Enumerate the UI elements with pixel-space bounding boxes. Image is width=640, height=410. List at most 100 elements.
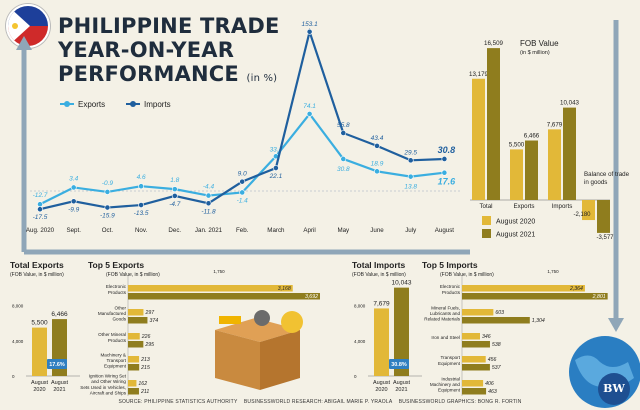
total-imports-x-tick-month: August (373, 380, 391, 386)
fob-bar-exports (525, 140, 538, 200)
total-exports-bar-value: 6,466 (51, 311, 68, 318)
top5-imports-subtitle: (FOB Value, in $ million) (440, 272, 494, 278)
top5-imports-bar (462, 333, 480, 340)
x-tick-label: August (435, 227, 455, 234)
top5-exports-bar-value: 211 (140, 389, 149, 395)
fob-chart-subtitle: (in $ million) (520, 50, 550, 56)
cargo-box-illustration (215, 310, 303, 390)
total-exports-growth-badge (47, 359, 67, 369)
data-point-exports (37, 201, 43, 208)
data-point-exports (138, 183, 144, 190)
top5-imports-bar (462, 380, 484, 387)
excavator-icon (219, 316, 241, 324)
top5-exports-category-label: Manufactured (98, 311, 127, 316)
x-tick-label: Feb. (236, 227, 249, 234)
x-tick-label: Nov. (135, 227, 148, 234)
top5-imports-bar (462, 309, 494, 316)
data-label-exports: 1.8 (170, 177, 179, 184)
top5-imports-category-label: Equipment (438, 388, 461, 393)
data-point-imports (171, 192, 178, 199)
data-label-exports: 17.6 (438, 177, 457, 187)
total-imports-y-tick: 8,000 (354, 304, 366, 309)
top5-exports-title: Top 5 Exports (88, 260, 144, 270)
balance-bar (597, 200, 610, 233)
fob-bar-value-label: 16,509 (484, 40, 503, 47)
legend-marker-imports (130, 101, 136, 107)
top5-imports-bar-value: 603 (495, 310, 504, 316)
legend-marker-exports (64, 101, 70, 107)
data-label-exports: 4.6 (137, 174, 146, 181)
top5-exports-bar-value: 215 (140, 365, 150, 371)
top5-imports-bar-value: 463 (488, 389, 497, 395)
top5-exports-axis-tick: 1,750 (213, 269, 225, 274)
data-label-imports: 9.0 (238, 171, 247, 178)
top5-imports-category-label: Machinery and (430, 382, 461, 387)
data-point-imports (239, 178, 246, 185)
top5-imports-category-label: Electronic (440, 284, 461, 289)
top5-exports-category-label: Goods (112, 317, 126, 322)
fob-bar-value-label: 13,179 (469, 71, 488, 78)
data-point-imports (37, 206, 43, 213)
top5-imports-category-label: Equipment (438, 361, 461, 366)
fob-bar-value-label: 5,500 (509, 141, 525, 148)
top5-exports-bar (128, 388, 139, 395)
businessworld-logo: BW (598, 373, 630, 405)
data-point-exports (239, 189, 246, 196)
total-imports-bar-value: 10,043 (392, 280, 412, 287)
data-label-exports: -4.4 (203, 184, 215, 191)
top5-imports-category-label: Iron and Steel (431, 335, 460, 340)
total-imports-bar-value: 7,679 (373, 300, 390, 307)
graphics-credit: BUSINESSWORLD GRAPHICS: BONG R. FORTIN (398, 399, 522, 405)
total-exports-subtitle: (FOB Value, in $ million) (10, 272, 64, 278)
top5-imports-bar-value: 406 (485, 381, 494, 387)
data-label-exports: -0.9 (102, 180, 114, 187)
down-arrow-icon (608, 318, 624, 332)
top5-exports-bar (128, 364, 140, 371)
x-tick-label: April (303, 227, 315, 234)
total-exports-x-tick-month: August (51, 380, 69, 386)
top5-imports-bar (462, 293, 608, 300)
top5-imports-category-label: Lubricants and (430, 311, 461, 316)
data-label-imports: 30.8 (438, 145, 456, 155)
top5-exports-category-label: Electronic (106, 284, 127, 289)
top5-exports-bar (128, 285, 293, 292)
top5-imports-category-label: Products (442, 290, 461, 295)
top5-exports-bar-value: 297 (144, 310, 155, 316)
top5-exports-bar-value: 3,168 (278, 286, 291, 292)
top5-exports-bar (128, 341, 144, 348)
box-right-face (260, 330, 300, 390)
data-label-exports: 3.4 (69, 175, 78, 182)
data-label-imports: -17.5 (33, 214, 48, 221)
data-label-exports: -12.7 (33, 192, 48, 199)
data-point-imports (306, 28, 313, 35)
fob-category-label: Imports (552, 203, 573, 210)
top5-imports-bar-value: 538 (492, 342, 501, 348)
total-exports-y-tick: 8,000 (12, 304, 24, 309)
data-label-exports: 13.8 (404, 184, 417, 191)
hard-hat-icon (281, 311, 303, 333)
fob-chart-title: FOB Value (520, 39, 559, 48)
fob-bar-exports (510, 149, 523, 200)
total-exports-growth-label: 17.6% (49, 362, 65, 368)
top5-imports-category-label: Mineral Fuels, (431, 305, 460, 310)
top5-exports-bar-value: 295 (144, 342, 154, 348)
total-imports-growth-label: 30.8% (391, 362, 407, 368)
total-imports-y-tick: 0 (354, 374, 357, 379)
top5-exports-bar (128, 317, 148, 324)
title-unit: (in %) (246, 73, 278, 84)
x-tick-label: June (370, 227, 384, 234)
data-label-imports: 43.4 (371, 135, 384, 142)
total-imports-subtitle: (FOB Value, in $ million) (352, 272, 406, 278)
top5-exports-category-label: Aircraft and Ships (90, 390, 127, 395)
top5-imports-bar (462, 285, 585, 292)
fob-bar-total (487, 48, 500, 200)
top5-imports-bar (462, 388, 487, 395)
title-line-3: PERFORMANCE (in %) (58, 62, 280, 91)
legend-label-exports: Exports (78, 100, 105, 109)
total-exports-x-tick-month: August (31, 380, 49, 386)
total-imports-title: Total Imports (352, 260, 405, 270)
data-label-imports: 22.1 (269, 173, 283, 180)
top5-imports-axis-tick: 1,750 (547, 269, 559, 274)
balance-label-line-2: in goods (584, 179, 607, 186)
data-point-exports (205, 192, 212, 199)
